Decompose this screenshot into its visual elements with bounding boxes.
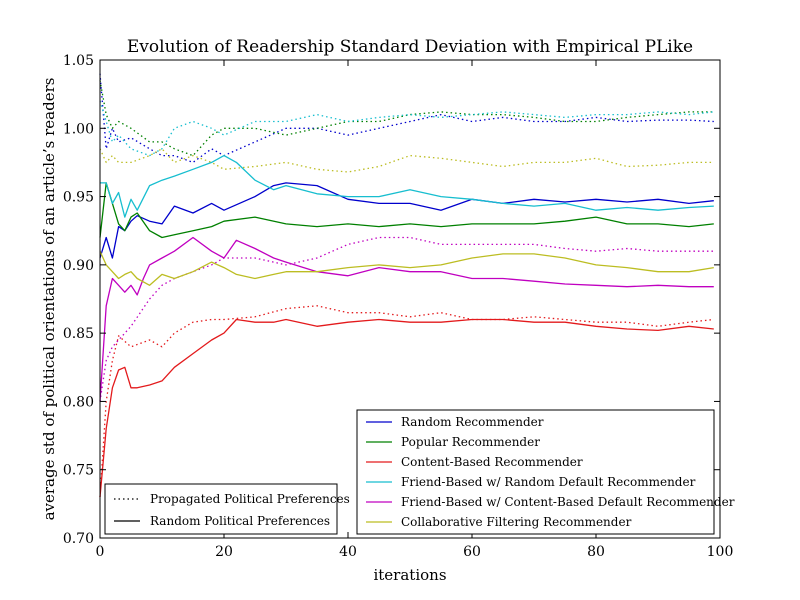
y-axis: 0.70 0.75 0.80 0.85 0.90 0.95 1.00 1.05 <box>63 53 720 547</box>
x-tick-label: 60 <box>463 544 481 560</box>
x-tick-label: 40 <box>339 544 357 560</box>
legend-styles: Propagated Political Preferences Random … <box>104 483 350 535</box>
legend-label-3: Friend-Based w/ Random Default Recommend… <box>401 475 696 489</box>
x-tick-label: 80 <box>587 544 605 560</box>
series-line-0-solid <box>99 182 714 259</box>
legend-label-4: Friend-Based w/ Content-Based Default Re… <box>401 495 735 509</box>
y-tick-label: 0.95 <box>63 190 94 206</box>
legend-styles-label-random: Random Political Preferences <box>150 514 330 528</box>
series-line-1-dotted <box>99 73 714 164</box>
legend-label-5: Collaborative Filtering Recommender <box>401 515 632 529</box>
y-axis-title: average std of political orientations of… <box>40 78 58 521</box>
legend-styles-label-propagated: Propagated Political Preferences <box>150 492 350 506</box>
legend-styles-frame <box>104 483 338 535</box>
series-line-11-dotted <box>99 148 714 173</box>
x-axis: 0 20 40 60 80 100 <box>96 60 734 560</box>
legend-label-1: Popular Recommender <box>401 435 540 449</box>
x-axis-title: iterations <box>373 566 446 584</box>
chart-title: Evolution of Readership Standard Deviati… <box>127 37 693 57</box>
y-tick-label: 0.85 <box>63 326 94 342</box>
x-tick-label: 0 <box>96 544 105 560</box>
series-line-5-dotted <box>99 305 714 498</box>
series-line-7-dotted <box>99 100 714 157</box>
series-line-4-solid <box>99 318 714 498</box>
legend-label-2: Content-Based Recommender <box>401 455 583 469</box>
y-tick-label: 0.75 <box>63 463 94 479</box>
series-line-3-dotted <box>99 80 714 157</box>
x-tick-label: 100 <box>707 544 734 560</box>
series-line-2-solid <box>99 182 714 239</box>
legend-series-frame <box>356 409 715 535</box>
y-tick-label: 1.00 <box>63 121 94 137</box>
legend-series: Random Recommender Popular Recommender Con… <box>356 409 735 535</box>
series-line-8-solid <box>99 236 714 402</box>
y-tick-label: 1.05 <box>63 53 94 69</box>
series-line-9-dotted <box>99 236 714 402</box>
y-tick-label: 0.70 <box>63 531 94 547</box>
series-layer <box>99 73 714 498</box>
y-tick-label: 0.80 <box>63 394 94 410</box>
series-line-10-solid <box>99 250 714 286</box>
plot-frame <box>99 59 721 539</box>
series-line-6-solid <box>100 154 714 218</box>
legend-label-0: Random Recommender <box>401 415 544 429</box>
y-tick-label: 0.90 <box>63 258 94 274</box>
x-tick-label: 20 <box>215 544 233 560</box>
